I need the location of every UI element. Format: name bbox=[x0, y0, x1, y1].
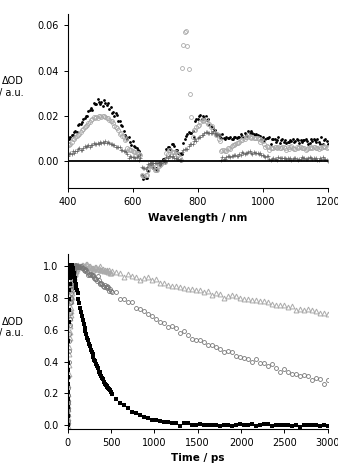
X-axis label: Wavelength / nm: Wavelength / nm bbox=[148, 213, 247, 223]
Y-axis label: ΔOD
/ a.u.: ΔOD / a.u. bbox=[0, 317, 23, 338]
X-axis label: Time / ps: Time / ps bbox=[171, 453, 224, 463]
Y-axis label: ΔOD
/ a.u.: ΔOD / a.u. bbox=[0, 76, 23, 98]
